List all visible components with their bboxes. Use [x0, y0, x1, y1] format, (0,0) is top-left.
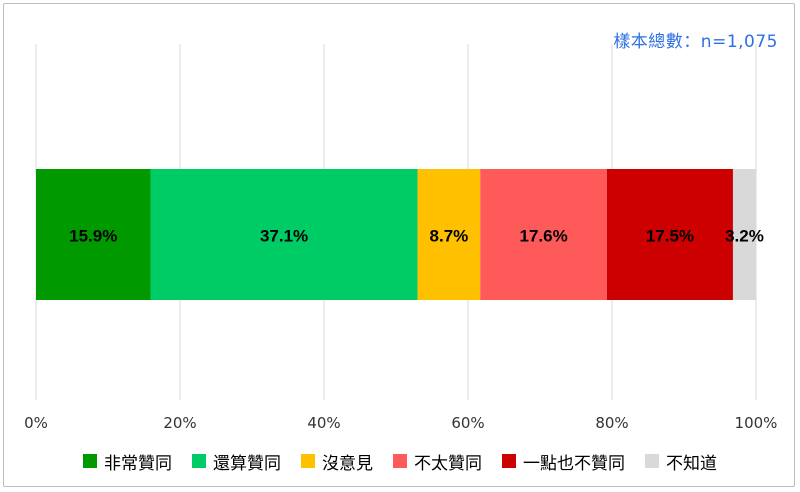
bar-segment [150, 169, 418, 300]
sample-size-note: 樣本總數：n=1,075 [613, 32, 778, 52]
bar-segment [732, 169, 756, 300]
data-label: 8.7% [430, 227, 469, 246]
bar-segment [480, 169, 607, 300]
legend-swatch [83, 454, 97, 468]
data-label: 17.6% [519, 227, 567, 246]
x-tick-label: 40% [307, 414, 340, 432]
legend-item: 非常贊同 [83, 449, 172, 474]
x-tick-label: 80% [595, 414, 628, 432]
data-label: 37.1% [260, 227, 308, 246]
legend-swatch [393, 454, 407, 468]
legend-label: 不太贊同 [414, 453, 482, 474]
bar-segment [606, 169, 733, 300]
legend-label: 沒意見 [322, 453, 373, 474]
legend-label: 一點也不贊同 [523, 453, 625, 474]
legend-swatch [192, 454, 206, 468]
legend-item: 一點也不贊同 [502, 449, 625, 474]
legend-item: 不太贊同 [393, 449, 482, 474]
x-tick-label: 0% [24, 414, 48, 432]
bar-segments [36, 169, 756, 300]
x-tick-label: 60% [451, 414, 484, 432]
legend-item: 還算贊同 [192, 449, 281, 474]
legend-item: 不知道 [645, 449, 717, 474]
data-label: 3.2% [725, 227, 764, 246]
x-tick-label: 100% [735, 414, 778, 432]
legend-swatch [301, 454, 315, 468]
x-tick-label: 20% [163, 414, 196, 432]
legend-item: 沒意見 [301, 449, 373, 474]
bar-segment [417, 169, 481, 300]
x-axis-tick-labels: 0% 20% 40% 60% 80% 100% [24, 414, 777, 432]
data-label: 15.9% [69, 227, 117, 246]
legend-label: 非常贊同 [104, 453, 172, 474]
legend: 非常贊同 還算贊同 沒意見 不太贊同 一點也不贊同 不知道 [0, 448, 800, 474]
data-labels: 15.9% 37.1% 8.7% 17.6% 17.5% 3.2% [69, 227, 764, 246]
legend-label: 還算贊同 [213, 453, 281, 474]
data-label: 17.5% [646, 227, 694, 246]
legend-label: 不知道 [666, 453, 717, 474]
legend-swatch [502, 454, 516, 468]
legend-swatch [645, 454, 659, 468]
bar-segment [36, 169, 151, 300]
